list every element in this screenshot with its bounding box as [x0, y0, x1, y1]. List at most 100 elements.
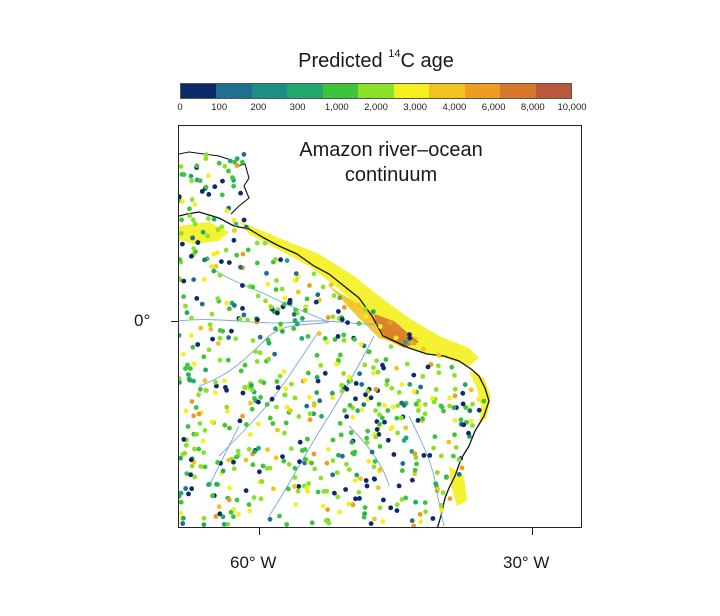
- sample-dot: [456, 472, 462, 477]
- sample-dot: [256, 445, 261, 451]
- sample-dot: [255, 293, 261, 299]
- sample-dot: [420, 346, 426, 352]
- sample-dot: [421, 453, 427, 458]
- sample-dot: [358, 342, 364, 347]
- x-axis-label-30w: 30° W: [503, 553, 550, 572]
- sample-dot: [431, 399, 437, 405]
- sample-dot: [271, 486, 276, 492]
- sample-dot: [259, 479, 265, 484]
- river-network: [179, 265, 445, 527]
- sample-dot: [433, 387, 439, 392]
- sample-points: [179, 152, 487, 527]
- sample-dot: [284, 404, 290, 410]
- sample-dot: [376, 432, 382, 437]
- sample-dot: [412, 467, 418, 473]
- sample-dot: [411, 523, 417, 527]
- sample-dot: [394, 365, 399, 371]
- sample-dot: [324, 339, 330, 345]
- sample-dot: [341, 338, 347, 343]
- sample-dot: [388, 426, 394, 432]
- sample-dot: [185, 362, 190, 368]
- colorbar-tick-label: 2,000: [364, 102, 388, 113]
- sample-dot: [375, 485, 381, 491]
- sample-dot: [183, 303, 188, 309]
- sample-dot: [220, 514, 226, 520]
- sample-dot: [315, 292, 321, 298]
- sample-dot: [192, 221, 198, 227]
- sample-dot: [284, 522, 290, 527]
- sample-dot: [377, 444, 383, 449]
- sample-dot: [249, 406, 255, 412]
- colorbar-swatch-10: [535, 84, 571, 98]
- sample-dot: [191, 277, 197, 282]
- sample-dot: [388, 344, 394, 349]
- sample-dot: [240, 413, 245, 419]
- sample-dot: [225, 521, 231, 527]
- sample-dot: [234, 252, 240, 258]
- sample-dot: [318, 363, 324, 368]
- sample-dot: [288, 446, 294, 452]
- sample-dot: [441, 408, 446, 414]
- sample-dot: [331, 293, 337, 299]
- sample-dot: [384, 378, 390, 383]
- river-3: [268, 335, 375, 517]
- sample-dot: [434, 470, 440, 475]
- sample-dot: [190, 235, 195, 241]
- sample-dot: [302, 377, 308, 383]
- sample-dot: [362, 505, 368, 510]
- sample-dot: [224, 404, 230, 410]
- sample-dot: [461, 422, 467, 428]
- sample-dot: [267, 465, 273, 471]
- sample-dot: [207, 322, 213, 328]
- river-7: [348, 425, 390, 487]
- sample-dot: [215, 341, 221, 346]
- sample-dot: [297, 459, 302, 465]
- sample-dot: [371, 464, 377, 470]
- sample-dot: [200, 229, 206, 235]
- sample-dot: [371, 365, 376, 371]
- colorbar-swatch-3: [287, 84, 323, 98]
- sample-dot: [339, 317, 345, 322]
- sample-dot: [240, 251, 246, 257]
- sample-dot: [320, 284, 326, 290]
- sample-dot: [191, 246, 197, 251]
- sample-dot: [202, 257, 207, 263]
- sample-dot: [430, 396, 435, 401]
- sample-dot: [230, 175, 235, 180]
- sample-dot: [203, 152, 209, 157]
- sample-dot: [181, 294, 186, 299]
- sample-dot: [179, 379, 182, 385]
- sample-dot: [274, 379, 280, 384]
- sample-dot: [236, 512, 241, 517]
- sample-dot: [334, 470, 340, 475]
- sample-dot: [206, 192, 212, 197]
- sample-dot: [278, 325, 283, 330]
- sample-dot: [268, 304, 274, 310]
- sample-dot: [396, 483, 402, 489]
- sample-dot: [296, 414, 302, 419]
- sample-dot: [347, 467, 352, 472]
- sample-dot: [456, 457, 462, 462]
- sample-dot: [356, 489, 362, 495]
- sample-dot: [305, 436, 310, 442]
- sample-dot: [210, 336, 215, 342]
- sample-dot: [417, 512, 423, 517]
- sample-dot: [350, 414, 356, 420]
- sample-dot: [242, 362, 248, 368]
- river-1: [198, 321, 330, 387]
- sample-dot: [345, 320, 350, 325]
- sample-dot: [315, 378, 321, 384]
- sample-dot: [222, 422, 228, 428]
- sample-dot: [293, 271, 299, 276]
- sample-dot: [344, 414, 349, 419]
- sample-dot: [234, 497, 240, 503]
- colorbar-tick-label: 0: [177, 102, 183, 113]
- sample-dot: [330, 314, 336, 320]
- sample-dot: [447, 496, 453, 501]
- sample-dot: [219, 224, 225, 230]
- sample-dot: [186, 372, 191, 377]
- sample-dot: [179, 217, 184, 223]
- sample-dot: [195, 342, 201, 347]
- sample-dot: [288, 408, 293, 413]
- sample-dot: [200, 438, 206, 444]
